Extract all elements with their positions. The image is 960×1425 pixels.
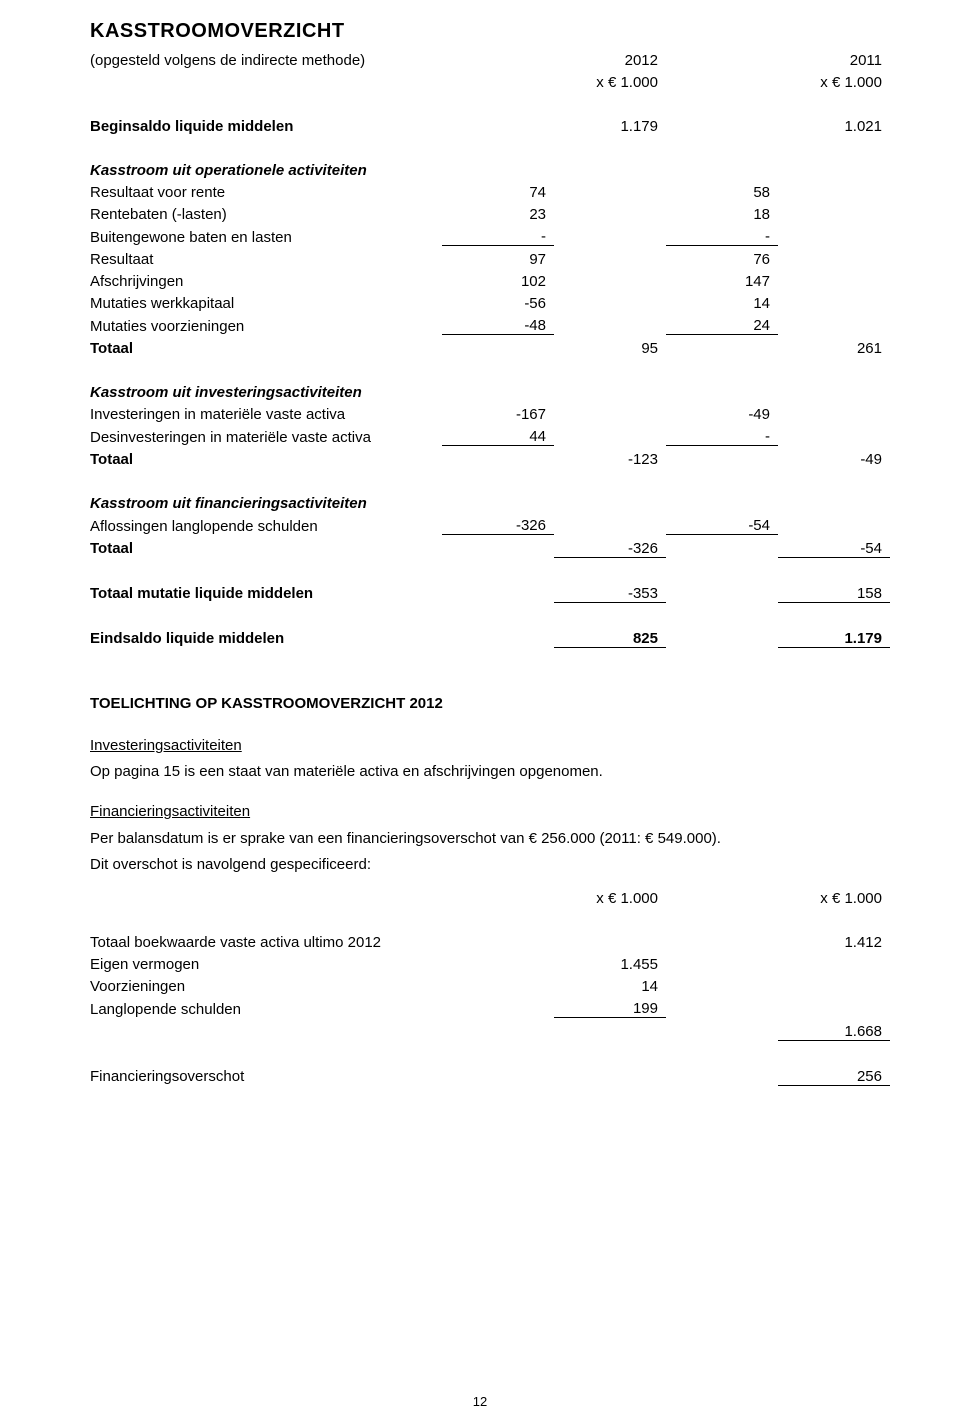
- op-r6-label: Mutaties voorzieningen: [90, 312, 442, 335]
- fin-r0-label: Aflossingen langlopende schulden: [90, 512, 442, 535]
- op-r0-a2: 58: [666, 179, 778, 201]
- inv-r1-a1: 44: [442, 423, 554, 446]
- inv-r1-a2: -: [666, 423, 778, 446]
- fin-r0-a2: -54: [666, 512, 778, 535]
- fin-tot-b1: -326: [554, 535, 666, 558]
- toelichting-heading: TOELICHTING OP KASSTROOMOVERZICHT 2012: [90, 694, 890, 714]
- fin-r0-a1: -326: [442, 512, 554, 535]
- fin-r0-b2: 1.412: [778, 929, 890, 951]
- col-year-1: 2012: [554, 47, 666, 69]
- fin-overschot-b2: 256: [778, 1063, 890, 1086]
- unit-label-2: x € 1.000: [778, 69, 890, 91]
- op-r4-a1: 102: [442, 268, 554, 290]
- beginsaldo-v2: 1.021: [778, 113, 890, 135]
- inv-r1-label: Desinvesteringen in materiële vaste acti…: [90, 423, 442, 446]
- beginsaldo-v1: 1.179: [554, 113, 666, 135]
- op-r1-a2: 18: [666, 201, 778, 223]
- inv-r0-label: Investeringen in materiële vaste activa: [90, 401, 442, 423]
- fin-tot-label: Totaal: [90, 535, 442, 558]
- inv-r0-a1: -167: [442, 401, 554, 423]
- toelichting-fin-body1: Per balansdatum is er sprake van een fin…: [90, 829, 890, 849]
- fin-surplus-table: x € 1.000 x € 1.000 Totaal boekwaarde va…: [90, 885, 890, 1086]
- fin-unit-1: x € 1.000: [554, 885, 666, 907]
- op-r4-a2: 147: [666, 268, 778, 290]
- toelichting-fin-heading: Financieringsactiviteiten: [90, 803, 250, 820]
- eindsaldo-v2: 1.179: [778, 625, 890, 648]
- op-r5-a1: -56: [442, 290, 554, 312]
- beginsaldo-label: Beginsaldo liquide middelen: [90, 113, 442, 135]
- fin-sum-b2: 1.668: [778, 1018, 890, 1041]
- fin-heading: Kasstroom uit financieringsactiviteiten: [90, 490, 442, 512]
- op-r6-a1: -48: [442, 312, 554, 335]
- op-tot-b1: 95: [554, 335, 666, 358]
- fin-r1-label2: Eigen vermogen: [90, 951, 442, 973]
- op-r6-a2: 24: [666, 312, 778, 335]
- op-r4-label: Afschrijvingen: [90, 268, 442, 290]
- op-tot-label: Totaal: [90, 335, 442, 358]
- mutatie-v2: 158: [778, 580, 890, 603]
- op-heading: Kasstroom uit operationele activiteiten: [90, 157, 442, 179]
- fin-r2-a1: 14: [554, 973, 666, 995]
- op-r0-label: Resultaat voor rente: [90, 179, 442, 201]
- fin-r1-a1: 1.455: [554, 951, 666, 973]
- page-title: KASSTROOMOVERZICHT: [90, 20, 890, 43]
- op-tot-b2: 261: [778, 335, 890, 358]
- fin-r2-label2: Voorzieningen: [90, 973, 442, 995]
- page-number: 12: [0, 1394, 960, 1409]
- fin-overschot-label: Financieringsoverschot: [90, 1063, 442, 1086]
- fin-unit-2: x € 1.000: [778, 885, 890, 907]
- op-r2-label: Buitengewone baten en lasten: [90, 223, 442, 246]
- inv-heading: Kasstroom uit investeringsactiviteiten: [90, 379, 442, 401]
- inv-tot-b2: -49: [778, 446, 890, 469]
- unit-label-1: x € 1.000: [554, 69, 666, 91]
- fin-r0-label2: Totaal boekwaarde vaste activa ultimo 20…: [90, 929, 442, 951]
- col-year-2: 2011: [778, 47, 890, 69]
- eindsaldo-v1: 825: [554, 625, 666, 648]
- inv-r0-a2: -49: [666, 401, 778, 423]
- mutatie-label: Totaal mutatie liquide middelen: [90, 580, 442, 603]
- inv-tot-b1: -123: [554, 446, 666, 469]
- fin-r3-a1: 199: [554, 995, 666, 1018]
- op-r1-a1: 23: [442, 201, 554, 223]
- op-r3-a2: 76: [666, 246, 778, 269]
- inv-tot-label: Totaal: [90, 446, 442, 469]
- op-r2-a2: -: [666, 223, 778, 246]
- subtitle: (opgesteld volgens de indirecte methode): [90, 47, 442, 69]
- op-r2-a1: -: [442, 223, 554, 246]
- toelichting-fin-body2: Dit overschot is navolgend gespecificeer…: [90, 855, 890, 875]
- op-r3-a1: 97: [442, 246, 554, 269]
- op-r5-label: Mutaties werkkapitaal: [90, 290, 442, 312]
- eindsaldo-label: Eindsaldo liquide middelen: [90, 625, 442, 648]
- mutatie-v1: -353: [554, 580, 666, 603]
- fin-tot-b2: -54: [778, 535, 890, 558]
- toelichting-inv-body: Op pagina 15 is een staat van materiële …: [90, 762, 890, 782]
- cashflow-table: (opgesteld volgens de indirecte methode)…: [90, 47, 890, 648]
- toelichting-inv-heading: Investeringsactiviteiten: [90, 737, 242, 754]
- op-r5-a2: 14: [666, 290, 778, 312]
- op-r0-a1: 74: [442, 179, 554, 201]
- op-r1-label: Rentebaten (-lasten): [90, 201, 442, 223]
- fin-r3-label2: Langlopende schulden: [90, 995, 442, 1018]
- op-r3-label: Resultaat: [90, 246, 442, 269]
